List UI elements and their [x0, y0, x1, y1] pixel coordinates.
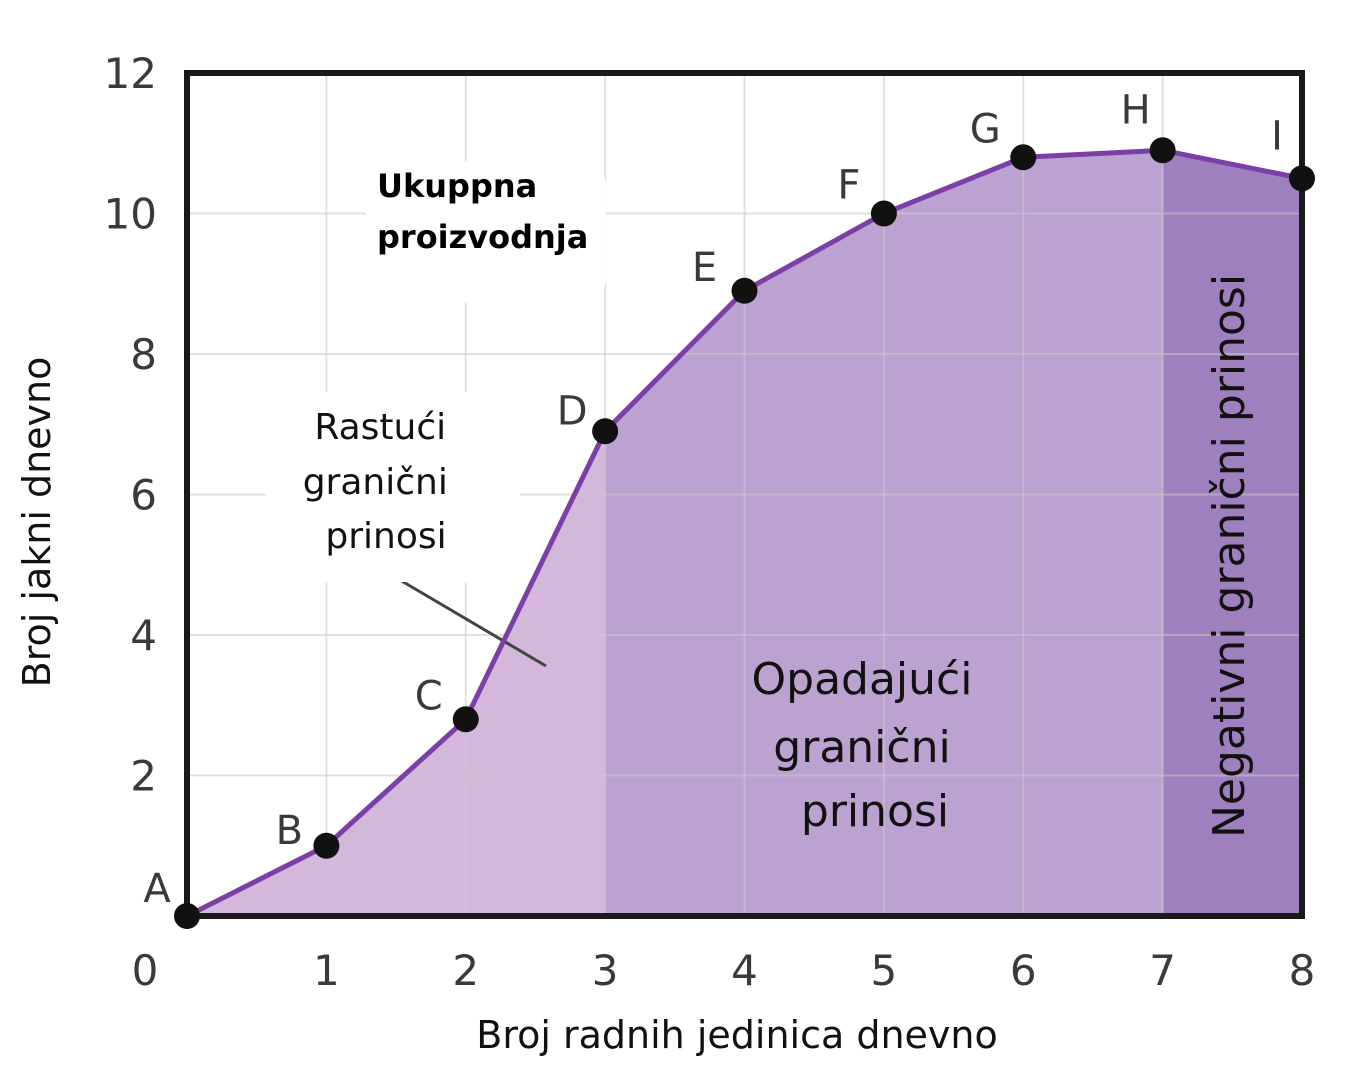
- data-point-F: [870, 200, 897, 227]
- plot-frame: [184, 70, 1305, 919]
- y-tick-labels: 2 4 6 8 10 12: [104, 49, 157, 801]
- data-point-D: [592, 418, 619, 445]
- point-label-C: C: [415, 673, 443, 719]
- x-tick-label: 0: [132, 946, 159, 995]
- y-tick-label: 2: [130, 752, 157, 801]
- increasing-returns-line3: prinosi: [325, 516, 446, 557]
- negative-returns-label: Negativni granični prinosi: [1204, 274, 1255, 838]
- x-tick-label: 3: [592, 946, 619, 995]
- x-tick-labels: 0 1 2 3 4 5 6 7 8: [132, 946, 1316, 995]
- point-label-D: D: [557, 388, 588, 434]
- data-point-I: [1289, 165, 1315, 192]
- y-tick-label: 12: [104, 49, 157, 98]
- diminishing-returns-line1: Opadajući: [752, 654, 973, 705]
- y-tick-label: 8: [130, 330, 157, 379]
- x-tick-label: 7: [1149, 946, 1176, 995]
- region-2: [1162, 150, 1302, 916]
- point-label-H: H: [1121, 87, 1151, 133]
- curve-label: Ukuppna proizvodnja: [377, 167, 588, 256]
- increasing-returns-bg: [266, 392, 520, 582]
- x-tick-label: 1: [313, 946, 340, 995]
- annotation-leader-line: [399, 578, 547, 668]
- curve-label-line1: Ukuppna: [377, 167, 537, 205]
- diminishing-returns-line3: prinosi: [801, 786, 949, 837]
- point-labels: A B C D E F G H I: [143, 87, 1283, 912]
- data-point-G: [1010, 144, 1037, 171]
- x-axis-label: Broj radnih jedinica dnevno: [476, 1013, 998, 1057]
- increasing-returns-line1: Rastući: [314, 407, 446, 448]
- increasing-returns-label: Rastući granični prinosi: [303, 407, 460, 557]
- x-tick-label: 8: [1289, 946, 1316, 995]
- y-axis-label: Broj jakni dnevno: [15, 357, 59, 688]
- increasing-returns-line2: granični: [303, 462, 448, 503]
- point-label-F: F: [837, 163, 860, 209]
- diminishing-returns-label: Opadajući granični prinosi: [752, 654, 987, 837]
- y-tick-label: 6: [130, 471, 157, 520]
- data-point-C: [452, 706, 479, 733]
- point-label-E: E: [692, 245, 717, 291]
- point-label-G: G: [970, 106, 1001, 152]
- curve-label-bg: [366, 162, 606, 302]
- point-label-A: A: [143, 866, 171, 912]
- data-point-A: [174, 903, 200, 929]
- curve-label-line2: proizvodnja: [377, 218, 588, 256]
- point-label-B: B: [276, 808, 303, 854]
- x-tick-label: 4: [731, 946, 758, 995]
- leader-line: [399, 578, 547, 668]
- data-points: [174, 137, 1315, 929]
- region-0: [187, 431, 606, 916]
- diminishing-returns-line2: granični: [773, 722, 950, 773]
- x-tick-label: 6: [1010, 946, 1037, 995]
- x-tick-label: 2: [452, 946, 479, 995]
- data-point-B: [313, 832, 340, 859]
- y-tick-label: 10: [104, 190, 157, 239]
- point-label-I: I: [1271, 113, 1283, 159]
- x-tick-label: 5: [871, 946, 898, 995]
- data-point-H: [1149, 137, 1176, 164]
- y-tick-label: 4: [130, 611, 157, 660]
- data-point-E: [731, 277, 758, 304]
